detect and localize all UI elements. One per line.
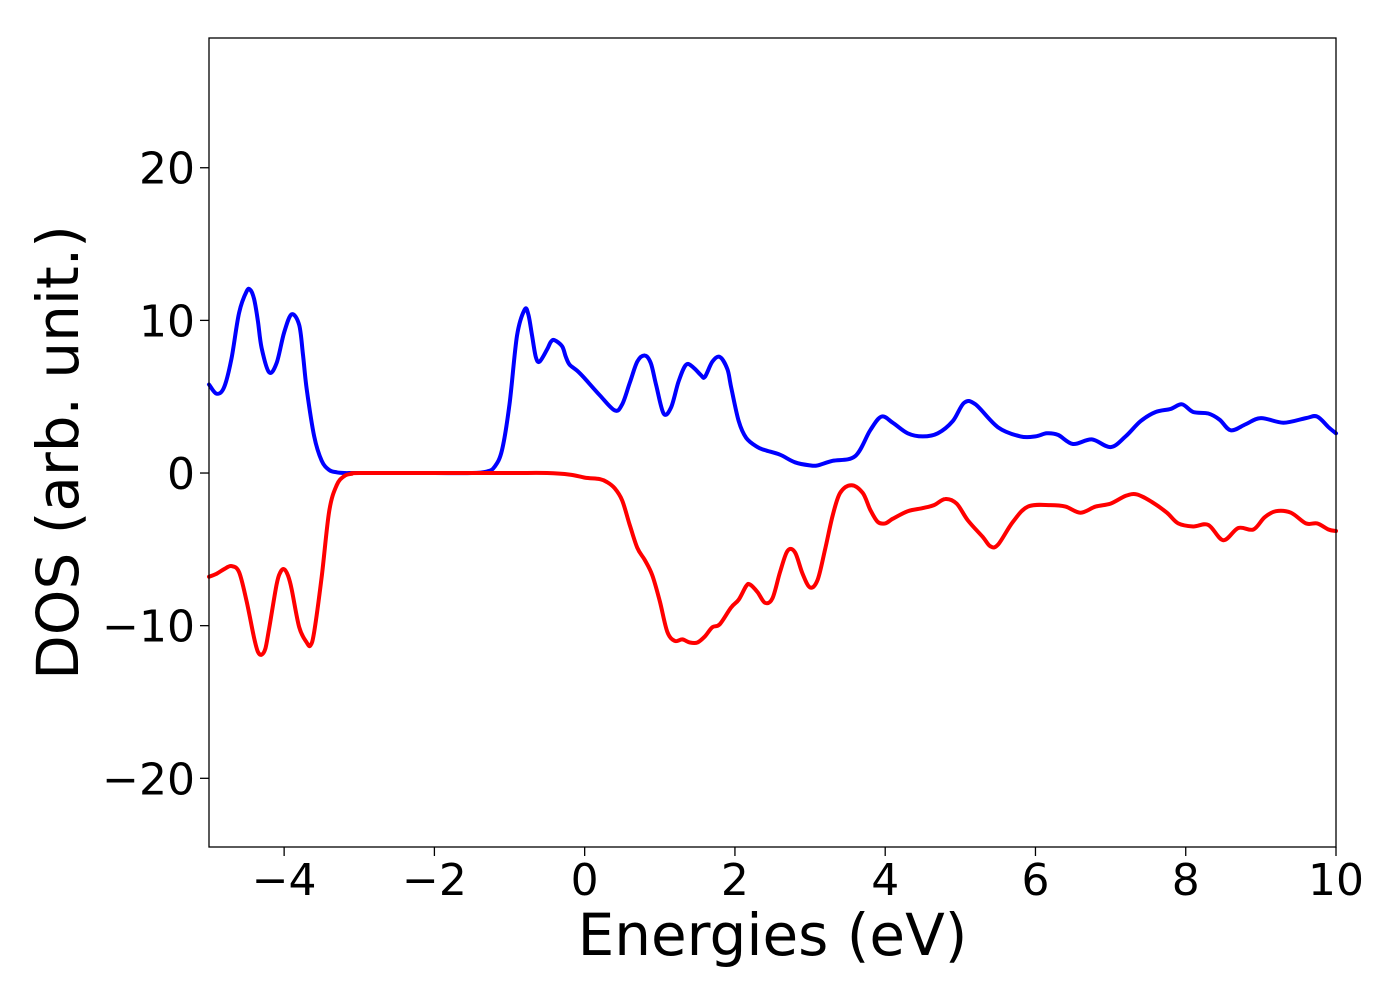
y-axis-label: DOS (arb. unit.) bbox=[24, 225, 92, 680]
x-tick-label: −4 bbox=[252, 855, 317, 906]
x-tick-label: 4 bbox=[871, 855, 899, 906]
y-tick-label: −20 bbox=[102, 754, 195, 805]
x-tick-label: 10 bbox=[1308, 855, 1364, 906]
x-axis-ticks: −4 −2 0 2 4 6 8 10 bbox=[252, 847, 1364, 906]
y-tick-label: 0 bbox=[167, 449, 195, 500]
y-axis-ticks: −20 −10 0 10 20 bbox=[102, 144, 209, 805]
dos-series-line-red bbox=[207, 470, 1338, 657]
y-tick-label: 10 bbox=[139, 296, 195, 347]
x-tick-label: 8 bbox=[1172, 855, 1200, 906]
x-tick-label: 2 bbox=[721, 855, 749, 906]
dos-series-line-blue bbox=[207, 286, 1338, 476]
x-tick-label: 6 bbox=[1021, 855, 1049, 906]
x-tick-label: 0 bbox=[571, 855, 599, 906]
y-tick-label: 20 bbox=[139, 144, 195, 195]
y-tick-label: −10 bbox=[102, 602, 195, 653]
plot-area-frame bbox=[208, 37, 1337, 848]
x-axis-label: Energies (eV) bbox=[578, 901, 968, 969]
series-layer bbox=[207, 286, 1338, 657]
x-tick-label: −2 bbox=[402, 855, 467, 906]
